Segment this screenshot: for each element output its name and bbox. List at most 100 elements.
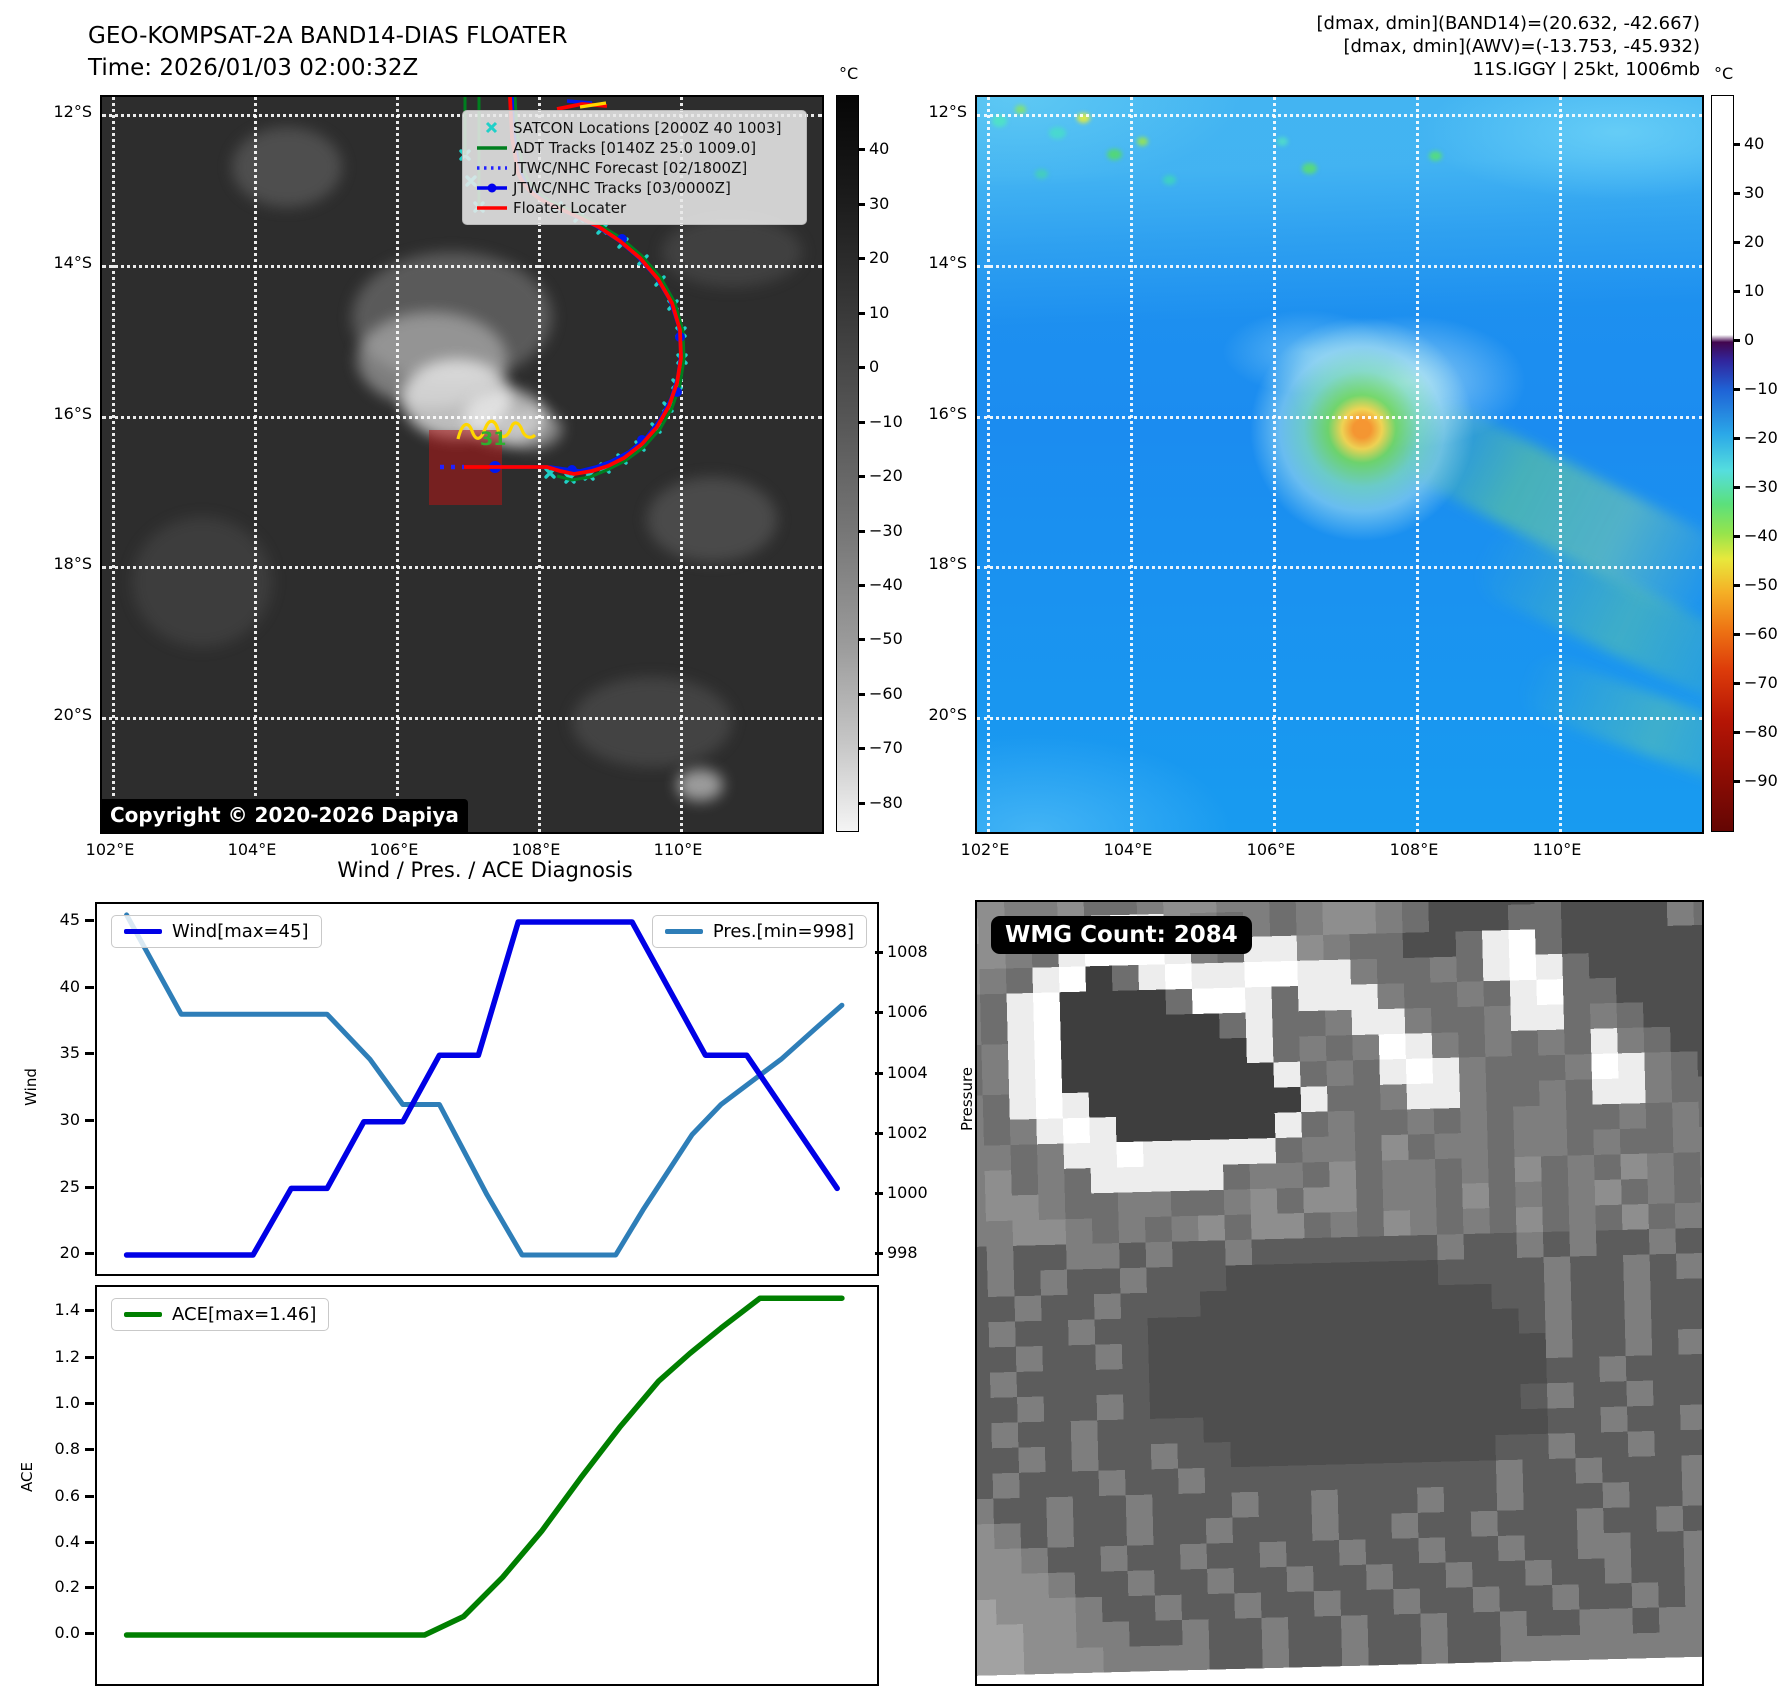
pressure-tick-label: 1002 [875, 1123, 928, 1142]
lat-tick-label: 14°S [928, 253, 967, 272]
lon-tick-label: 110°E [1532, 840, 1582, 859]
convection-speck [1077, 113, 1090, 123]
gridline [977, 114, 1702, 117]
wmg-count-badge: WMG Count: 2084 [991, 916, 1252, 954]
gridline [102, 265, 822, 268]
adt-label-text: 31 [480, 428, 506, 450]
legend-label: Floater Locater [513, 199, 627, 217]
ace-tick-label: 0.6 [54, 1486, 95, 1505]
lon-tick-label: 102°E [85, 840, 135, 859]
wind-line [123, 919, 840, 1258]
lon-tick-label: 106°E [369, 840, 419, 859]
wind-tick-label: 40 [59, 977, 95, 996]
colorbar-tick-label: −30 [859, 521, 903, 540]
wmg-pixel-image [977, 902, 1702, 1676]
yellow-track-dash [579, 101, 607, 109]
ace-legend-label: ACE[max=1.46] [172, 1304, 317, 1325]
lon-tick-label: 102°E [960, 840, 1010, 859]
gridline [254, 97, 257, 832]
colorbar-tick-label: 30 [1733, 183, 1765, 202]
wind-tick-label: 45 [59, 910, 95, 929]
colorbar-tick-label: −10 [859, 412, 903, 431]
adt-intensity-annotation: 31 [456, 101, 607, 450]
wind-legend: Wind[max=45] [111, 915, 322, 948]
colorbar-tick-label: 40 [858, 139, 890, 158]
colorbar-tick-label: −70 [1734, 673, 1778, 692]
legend-row-jtwc: JTWC/NHC Tracks [03/0000Z] [471, 178, 796, 198]
pressure-line-icon [664, 929, 703, 934]
copyright-badge: Copyright © 2020-2026 Dapiya [102, 799, 468, 832]
legend-label: ADT Tracks [0140Z 25.0 1009.0] [513, 139, 757, 157]
lat-tick-label: 18°S [53, 554, 92, 573]
pressure-axis-label: Pressure [958, 1066, 977, 1132]
pressure-line [124, 912, 845, 1258]
lon-tick-label: 104°E [1103, 840, 1153, 859]
awv-colorbar [1711, 95, 1734, 832]
green-line-icon [471, 141, 513, 155]
legend-label: JTWC/NHC Tracks [03/0000Z] [513, 179, 731, 197]
gridline [977, 717, 1702, 720]
band14-colorbar-ticks: 40 30 20 10 0 −10 −20 −30 −40 −50 −60 −70 −80 [858, 95, 919, 830]
convection-speck [1302, 163, 1317, 174]
legend-row-floater: Floater Locater [471, 198, 796, 218]
gridline [102, 717, 822, 720]
lon-tick-label: 110°E [653, 840, 703, 859]
band14-colorbar-unit: °C [839, 64, 859, 83]
band14-lon-axis: 102°E 104°E 106°E 108°E 110°E [86, 840, 820, 862]
ace-y-axis: 1.4 1.2 1.0 0.8 0.6 0.4 0.2 0.0 [38, 1285, 95, 1682]
gridline [396, 97, 399, 832]
colorbar-tick-label: 20 [858, 248, 890, 267]
figure-title: GEO-KOMPSAT-2A BAND14-DIAS FLOATER Time:… [88, 20, 568, 84]
colorbar-tick-label: 0 [1733, 330, 1755, 349]
figure-title-line1: GEO-KOMPSAT-2A BAND14-DIAS FLOATER [88, 23, 568, 49]
pressure-tick-label: 1006 [875, 1002, 928, 1021]
ace-tick-label: 0.2 [54, 1577, 95, 1596]
gridline [1273, 97, 1276, 832]
convection-speck [1107, 149, 1122, 160]
gridline [1130, 97, 1133, 832]
awv-satellite-map [975, 95, 1704, 834]
gridline [987, 97, 990, 832]
ace-tick-label: 1.0 [54, 1393, 95, 1412]
colorbar-tick-label: −40 [1734, 526, 1778, 545]
lon-tick-label: 108°E [1389, 840, 1439, 859]
colorbar-tick-label: −70 [859, 738, 903, 757]
legend-label: JTWC/NHC Forecast [02/1800Z] [513, 159, 748, 177]
lat-tick-label: 20°S [53, 705, 92, 724]
figure-title-line2: Time: 2026/01/03 02:00:32Z [88, 55, 419, 81]
blue-line-dot-icon [471, 181, 513, 195]
lat-tick-label: 16°S [928, 404, 967, 423]
gridline [1416, 97, 1419, 832]
band14-colorbar [836, 95, 859, 832]
lat-tick-label: 20°S [928, 705, 967, 724]
colorbar-tick-label: 10 [858, 303, 890, 322]
gridline [680, 97, 683, 832]
wmg-panel: WMG Count: 2084 [975, 900, 1704, 1686]
cloud-texture [677, 769, 723, 801]
gridline [102, 416, 822, 419]
wind-axis-label: Wind [21, 1068, 40, 1106]
awv-lat-axis: 12°S 14°S 16°S 18°S 20°S [905, 95, 967, 830]
colorbar-tick-label: −90 [1734, 771, 1778, 790]
colorbar-tick-label: −80 [1734, 722, 1778, 741]
diagnosis-title: Wind / Pres. / ACE Diagnosis [337, 858, 633, 882]
pressure-tick-label: 1004 [875, 1063, 928, 1082]
gridline [102, 566, 822, 569]
gridline [977, 416, 1702, 419]
wind-y-axis: 45 40 35 30 25 20 [38, 902, 95, 1272]
info-dmax-band14: [dmax, dmin](BAND14)=(20.632, -42.667) [1316, 13, 1700, 34]
lon-tick-label: 104°E [227, 840, 277, 859]
ace-chart: ACE[max=1.46] [95, 1285, 879, 1686]
convection-speck [1049, 127, 1066, 139]
wind-tick-label: 25 [59, 1177, 95, 1196]
colorbar-tick-label: 30 [858, 194, 890, 213]
convection-speck [1015, 105, 1026, 114]
gridline [538, 97, 541, 832]
convection-speck [1137, 137, 1148, 146]
red-line-icon [471, 201, 513, 215]
storm-info-block: [dmax, dmin](BAND14)=(20.632, -42.667) [… [1317, 12, 1700, 81]
pressure-legend-label: Pres.[min=998] [712, 921, 854, 942]
ace-tick-label: 0.8 [54, 1439, 95, 1458]
gridline [1559, 97, 1562, 832]
colorbar-tick-label: −40 [859, 575, 903, 594]
